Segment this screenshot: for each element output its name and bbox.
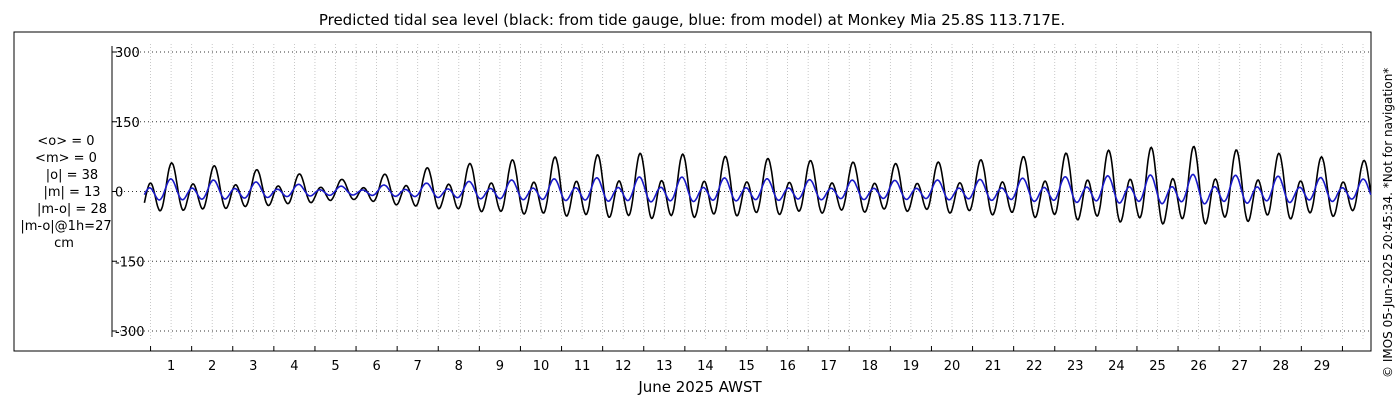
x-tick-label: 25	[1149, 359, 1166, 374]
x-tick-label: 27	[1231, 359, 1248, 374]
stat-abs-model: |m| = 13	[43, 185, 101, 200]
y-tick-label: 300	[115, 46, 140, 61]
x-axis: 1 2 3 4 5 6 7 8 9 10 11 12 13 14 15 16 17 18 19 20 21 22 23 24 2…	[150, 346, 1343, 374]
stat-abs-obs: |o| = 38	[45, 168, 99, 183]
x-tick-label: 28	[1273, 359, 1290, 374]
x-tick-label: 7	[414, 359, 422, 374]
x-tick-label: 19	[903, 359, 920, 374]
x-tick-label: 29	[1314, 359, 1331, 374]
x-tick-label: 12	[615, 359, 632, 374]
stat-units: cm	[54, 236, 74, 251]
y-tick-label: 150	[115, 116, 140, 131]
model-series-line	[143, 173, 1372, 205]
chart-title: Predicted tidal sea level (black: from t…	[319, 11, 1065, 29]
x-tick-label: 6	[372, 359, 380, 374]
x-tick-label: 9	[496, 359, 504, 374]
y-tick-label: 0	[115, 186, 123, 201]
y-tick-label: -150	[115, 255, 145, 270]
x-tick-label: 22	[1026, 359, 1043, 374]
x-tick-label: 24	[1108, 359, 1125, 374]
stat-mean-model: <m> = 0	[35, 151, 97, 166]
x-tick-label: 3	[249, 359, 257, 374]
x-tick-label: 1	[167, 359, 175, 374]
x-tick-label: 14	[697, 359, 714, 374]
x-tick-label: 21	[985, 359, 1002, 374]
x-tick-label: 15	[738, 359, 755, 374]
copyright-notice: © IMOS 05-Jun-2025 20:45:34. *Not for na…	[1381, 68, 1395, 378]
stat-abs-diff: |m-o| = 28	[36, 202, 107, 217]
stat-abs-diff-lag: |m-o|@1h=27	[20, 219, 112, 234]
x-tick-label: 4	[290, 359, 298, 374]
x-tick-label: 26	[1190, 359, 1207, 374]
x-tick-label: 16	[779, 359, 796, 374]
y-tick-label: -300	[115, 325, 145, 340]
y-axis: 300 150 0 -150 -300	[111, 46, 145, 340]
tide-gauge-series-line	[143, 145, 1372, 226]
x-tick-label: 11	[574, 359, 591, 374]
x-tick-label: 13	[656, 359, 673, 374]
stat-mean-obs: <o> = 0	[37, 134, 95, 149]
x-tick-label: 10	[533, 359, 550, 374]
x-tick-label: 17	[820, 359, 837, 374]
x-tick-label: 23	[1067, 359, 1084, 374]
x-axis-label: June 2025 AWST	[637, 378, 762, 396]
x-tick-label: 2	[208, 359, 216, 374]
x-tick-label: 20	[944, 359, 961, 374]
x-tick-label: 8	[455, 359, 463, 374]
x-tick-label: 5	[331, 359, 339, 374]
x-tick-label: 18	[862, 359, 879, 374]
